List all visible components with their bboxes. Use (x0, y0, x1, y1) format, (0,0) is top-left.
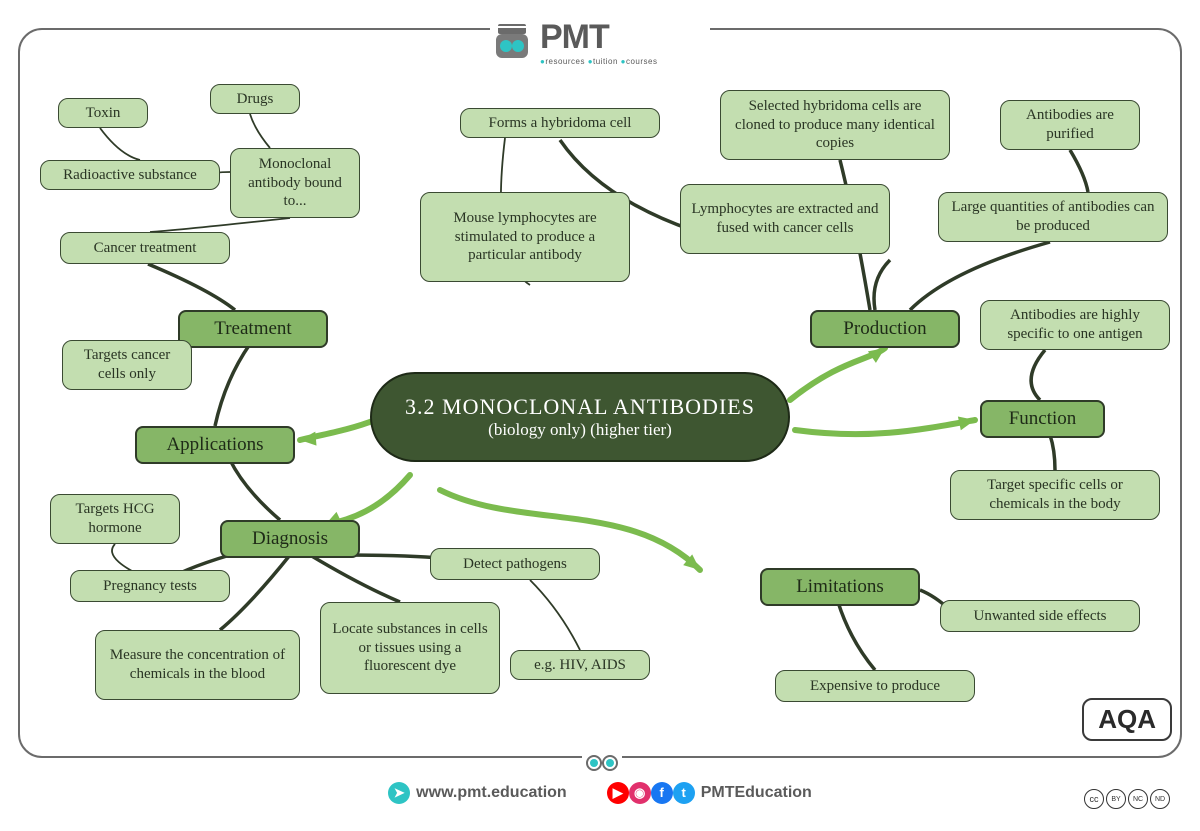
leaf-unwanted: Unwanted side effects (940, 600, 1140, 632)
leaf-cancer: Cancer treatment (60, 232, 230, 264)
leaf-highly: Antibodies are highly specific to one an… (980, 300, 1170, 350)
leaf-selected: Selected hybridoma cells are cloned to p… (720, 90, 950, 160)
leaf-hiv: e.g. HIV, AIDS (510, 650, 650, 680)
leaf-bound: Monoclonal antibody bound to... (230, 148, 360, 218)
leaf-measure: Measure the concentration of chemicals i… (95, 630, 300, 700)
leaf-expensive: Expensive to produce (775, 670, 975, 702)
leaf-locate: Locate substances in cells or tissues us… (320, 602, 500, 694)
leaf-purified: Antibodies are purified (1000, 100, 1140, 150)
branch-limitations: Limitations (760, 568, 920, 606)
branch-diagnosis: Diagnosis (220, 520, 360, 558)
leaf-mouse: Mouse lymphocytes are stimulated to prod… (420, 192, 630, 282)
center-title: 3.2 MONOCLONAL ANTIBODIES (405, 394, 755, 420)
leaf-toxin: Toxin (58, 98, 148, 128)
leaf-detect: Detect pathogens (430, 548, 600, 580)
leaf-forms: Forms a hybridoma cell (460, 108, 660, 138)
center-subtitle: (biology only) (higher tier) (488, 420, 672, 440)
branch-applications: Applications (135, 426, 295, 464)
leaf-preg: Pregnancy tests (70, 570, 230, 602)
leaf-radio: Radioactive substance (40, 160, 220, 190)
branch-treatment: Treatment (178, 310, 328, 348)
leaf-targetsonly: Targets cancer cells only (62, 340, 192, 390)
leaf-drugs: Drugs (210, 84, 300, 114)
branch-function: Function (980, 400, 1105, 438)
leaf-hcg: Targets HCG hormone (50, 494, 180, 544)
center-topic: 3.2 MONOCLONAL ANTIBODIES (biology only)… (370, 372, 790, 462)
leaf-large: Large quantities of antibodies can be pr… (938, 192, 1168, 242)
leaf-fused: Lymphocytes are extracted and fused with… (680, 184, 890, 254)
branch-production: Production (810, 310, 960, 348)
leaf-targetspec: Target specific cells or chemicals in th… (950, 470, 1160, 520)
